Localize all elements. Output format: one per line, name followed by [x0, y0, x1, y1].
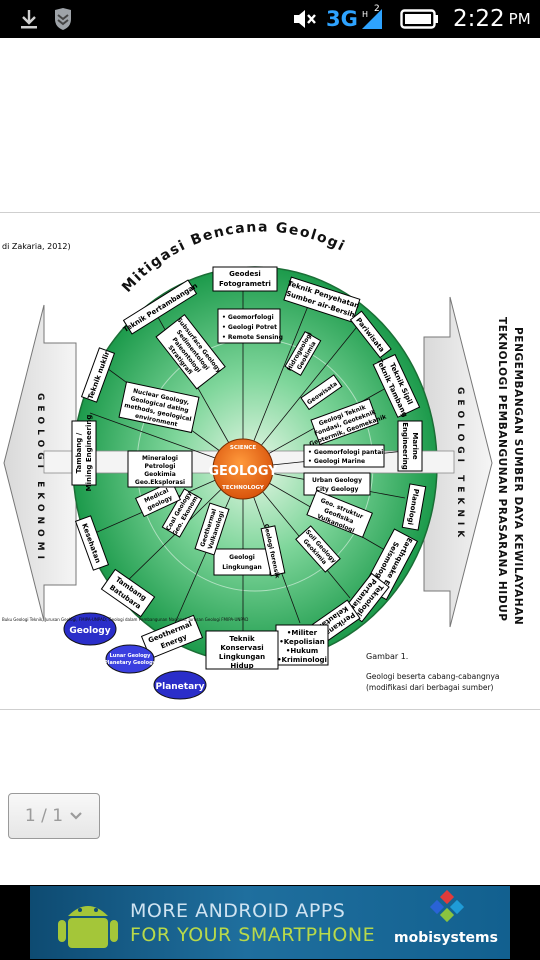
citation: di Zakaria, 2012): [2, 242, 71, 251]
footnote: Buku Geologi Teknik, Jurusan Geologi, FM…: [2, 617, 248, 622]
right-vertical-title-2: PENGEMBANGAN SUMBER DAYA KEWILAYAHAN: [512, 327, 524, 625]
svg-text:Hidup: Hidup: [230, 662, 253, 670]
inner-geomorfologi: • Geomorfologi • Geologi Potret • Remote…: [217, 308, 283, 344]
box-marine: Marine Engineering: [397, 420, 423, 472]
bubbles: Geology Lunar Geology Planetary Geology …: [63, 612, 207, 700]
svg-text:• Geomorfologi pantai: • Geomorfologi pantai: [308, 449, 383, 456]
right-vertical-title-1: TEKNOLOGI PEMBANGUNAN PRASARANA HIDUP: [496, 317, 508, 622]
signal-icon: H: [360, 0, 384, 38]
network-type: 3G: [326, 7, 358, 31]
svg-text:Lingkungan: Lingkungan: [219, 653, 265, 661]
ad-line-2: FOR YOUR SMARTPHONE: [130, 924, 376, 946]
download-icon: [18, 0, 40, 38]
svg-text:Petrologi: Petrologi: [145, 463, 176, 470]
caption-line2: (modifikasi dari berbagai sumber): [366, 683, 494, 692]
left-arrow-label: GEOLOGI EKONOMI: [35, 393, 45, 564]
ad-line-1: MORE ANDROID APPS: [130, 900, 346, 922]
right-arrow-label: GEOLOGI TEKNIK: [455, 387, 465, 542]
center-top-label: SCIENCE: [230, 445, 256, 451]
svg-text:Geologi: Geologi: [229, 554, 255, 561]
geology-diagram: di Zakaria, 2012) GEOLOGI EKONOMI GEOLOG…: [2, 219, 524, 700]
svg-text:Engineering: Engineering: [401, 422, 409, 470]
svg-text:• Remote Sensing: • Remote Sensing: [222, 334, 283, 341]
svg-text:Geo.Eksplorasi: Geo.Eksplorasi: [135, 479, 185, 486]
box-militer: •Militer •Kepolisian •Hukum •Kriminologi: [275, 624, 329, 666]
inner-mineralogi: Mineralogi Petrologi Geokimia Geo.Eksplo…: [127, 450, 193, 488]
bubble-geology: Geology: [69, 626, 110, 636]
document-page[interactable]: di Zakaria, 2012) GEOLOGI EKONOMI GEOLOG…: [0, 212, 540, 710]
svg-text:Planetary Geology: Planetary Geology: [104, 660, 157, 666]
svg-text:Teknik: Teknik: [229, 635, 255, 643]
center-main-label: GEOLOGY: [208, 464, 278, 479]
ad-bar: MORE ANDROID APPS FOR YOUR SMARTPHONE mo…: [0, 885, 540, 960]
svg-text:• Geologi Marine: • Geologi Marine: [308, 458, 365, 465]
inner-geologi-lingkungan: Geologi Lingkungan: [213, 548, 271, 576]
center-circle: [212, 438, 274, 500]
mute-icon: [292, 0, 318, 38]
svg-text:Konservasi: Konservasi: [220, 644, 263, 652]
svg-text:Urban Geology: Urban Geology: [312, 477, 362, 484]
mobisystems-logo-icon: [429, 890, 465, 923]
caption-line1: Geologi beserta cabang-cabangnya: [366, 672, 500, 681]
shield-icon: [52, 0, 74, 38]
inner-geomorfologi-pantai: • Geomorfologi pantai • Geologi Marine: [303, 444, 385, 468]
svg-text:Lingkungan: Lingkungan: [222, 564, 262, 571]
signal-superscript: 2: [374, 4, 380, 14]
svg-text:•Kepolisian: •Kepolisian: [279, 638, 324, 646]
svg-text:Mining Engineering: Mining Engineering: [85, 415, 93, 492]
clock: 2:22 PM: [453, 6, 531, 32]
svg-text:Tambang /: Tambang /: [75, 432, 83, 473]
svg-text:Geodesi: Geodesi: [229, 270, 261, 278]
svg-text:Geokimia: Geokimia: [144, 471, 176, 478]
svg-text:Mineralogi: Mineralogi: [142, 455, 178, 462]
svg-text:Marine: Marine: [411, 432, 419, 460]
svg-text:•Hukum: •Hukum: [286, 647, 318, 655]
svg-text:Fotogrametri: Fotogrametri: [219, 280, 271, 288]
battery-icon: [400, 0, 440, 38]
box-teknik-konservasi: Teknik Konservasi Lingkungan Hidup: [205, 630, 279, 670]
svg-text:•Kriminologi: •Kriminologi: [277, 656, 327, 664]
page-navigator[interactable]: 1 / 1: [8, 793, 100, 839]
svg-text:Lunar Geology: Lunar Geology: [110, 653, 152, 659]
center-bottom-label: TECHNOLOGY: [222, 485, 265, 491]
page-indicator: 1 / 1: [24, 806, 64, 826]
box-planologi: Planologi: [401, 483, 427, 531]
box-geodesi: Geodesi Fotogrametri: [212, 266, 278, 292]
svg-text:• Geologi Potret: • Geologi Potret: [222, 324, 277, 331]
svg-text:• Geomorfologi: • Geomorfologi: [222, 314, 274, 321]
android-robot-icon: [58, 906, 118, 948]
svg-text:•Militer: •Militer: [287, 629, 318, 637]
ad-banner[interactable]: MORE ANDROID APPS FOR YOUR SMARTPHONE mo…: [30, 886, 510, 959]
caption-title: Gambar 1.: [366, 652, 408, 661]
ad-brand: mobisystems: [394, 930, 498, 946]
svg-text:City Geology: City Geology: [316, 486, 359, 493]
inner-boxes: • Geomorfologi • Geologi Potret • Remote…: [118, 308, 388, 580]
svg-text:H: H: [362, 10, 368, 19]
inner-urban-geology: Urban Geology City Geology: [303, 472, 371, 496]
bubble-planetary: Planetary: [156, 682, 205, 692]
box-tambang-mining: Tambang / Mining Engineering: [71, 415, 97, 492]
chevron-down-icon: [70, 812, 82, 820]
status-bar: 3G H 2 2:22 PM: [0, 0, 540, 38]
